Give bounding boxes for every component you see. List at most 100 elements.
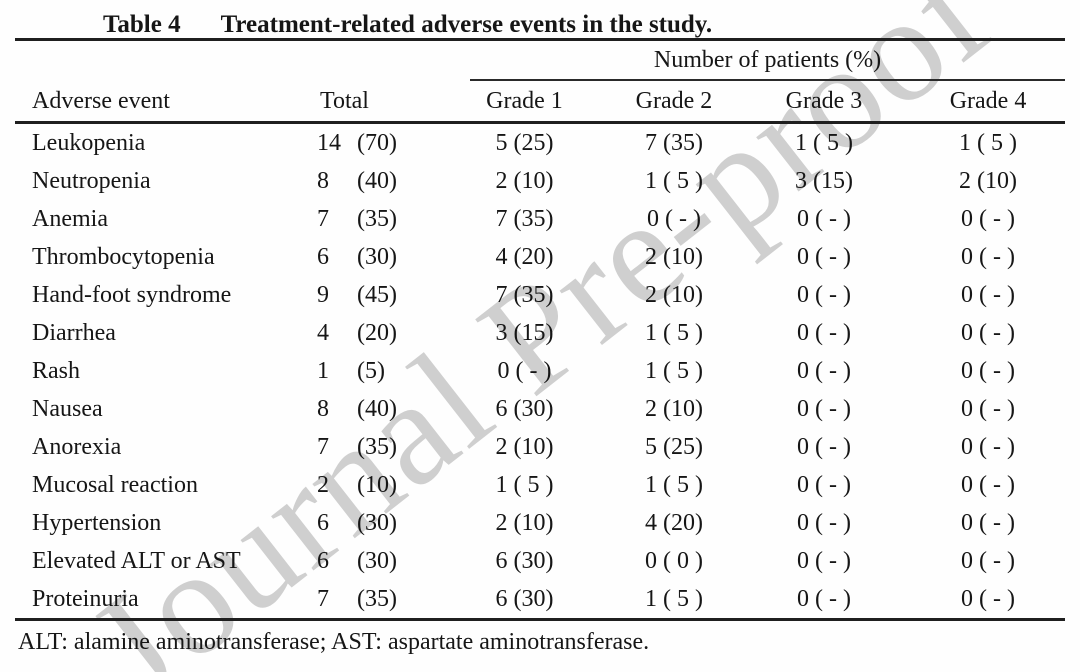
table-caption: Treatment-related adverse events in the … (220, 11, 713, 38)
cell-total: 2 (10) (303, 466, 438, 504)
total-count: 1 (317, 357, 329, 384)
cell-grade-2: 1 ( 5 ) (645, 471, 703, 498)
table-row: Anorexia 7 (35) 2 (10) 5 (25) 0 ( - ) 0 ( - ) (15, 428, 1065, 466)
cell-grade-4: 0 ( - ) (961, 433, 1015, 460)
cell-grade-1: 6 (30) (495, 547, 554, 574)
empty-header-cell (303, 38, 438, 81)
cell-grade-3: 0 ( - ) (797, 433, 851, 460)
cell-grade-3: 0 ( - ) (797, 281, 851, 308)
cell-grade-3: 0 ( - ) (797, 357, 851, 384)
cell-grade-2: 2 (10) (645, 243, 703, 270)
cell-total: 7 (35) (303, 200, 438, 238)
col-header-grade-4: Grade 4 (885, 81, 1066, 124)
total-count: 4 (317, 319, 329, 346)
cell-grade-3: 1 ( 5 ) (795, 129, 853, 156)
table-number: Table 4 (103, 11, 181, 38)
cell-grade-2: 7 (35) (645, 129, 703, 156)
table-row: Thrombocytopenia 6 (30) 4 (20) 2 (10) 0 ( - )… (15, 238, 1065, 276)
span-header-row: Number of patients (%) (15, 38, 1066, 81)
total-count: 7 (317, 585, 329, 612)
total-percent: (30) (357, 547, 397, 574)
cell-grade-3: 0 ( - ) (797, 395, 851, 422)
cell-total: 8 (40) (303, 162, 438, 200)
cell-adverse-event: Mucosal reaction (32, 471, 198, 498)
cell-grade-2: 1 ( 5 ) (645, 319, 703, 346)
total-percent: (35) (357, 205, 397, 232)
cell-adverse-event: Rash (32, 357, 80, 384)
cell-grade-3: 3 (15) (795, 167, 853, 194)
cell-grade-1: 6 (30) (495, 395, 554, 422)
cell-grade-4: 0 ( - ) (961, 509, 1015, 536)
total-percent: (5) (357, 357, 385, 384)
cell-adverse-event: Nausea (32, 395, 103, 422)
cell-grade-1: 1 ( 5 ) (495, 471, 554, 498)
cell-grade-4: 0 ( - ) (885, 580, 1066, 621)
cell-adverse-event: Anorexia (32, 433, 122, 460)
cell-grade-2: 5 (25) (645, 433, 703, 460)
cell-total: 7 (35) (303, 580, 438, 621)
table-row: Mucosal reaction 2 (10) 1 ( 5 ) 1 ( 5 ) 0 ( -… (15, 466, 1065, 504)
total-count: 8 (317, 167, 329, 194)
cell-grade-4: 0 ( - ) (961, 281, 1015, 308)
cell-grade-2: 0 ( - ) (647, 205, 701, 232)
total-count: 8 (317, 395, 329, 422)
cell-grade-1: 2 (10) (495, 167, 554, 194)
table-content: Table 4 Treatment-related adverse events … (15, 11, 1066, 655)
total-percent: (45) (357, 281, 397, 308)
cell-grade-4: 1 ( 5 ) (959, 129, 1017, 156)
cell-total: 14 (70) (303, 123, 438, 163)
table-row: Hypertension 6 (30) 2 (10) 4 (20) 0 ( - ) 0 ( … (15, 504, 1065, 542)
cell-grade-1: 0 ( - ) (497, 357, 552, 384)
cell-grade-2: 1 ( 5 ) (645, 167, 703, 194)
cell-grade-1: 4 (20) (495, 243, 554, 270)
col-header-grade-3: Grade 3 (737, 81, 885, 124)
table-row: Nausea 8 (40) 6 (30) 2 (10) 0 ( - ) 0 ( - ) (15, 390, 1065, 428)
cell-total: 9 (45) (303, 276, 438, 314)
table-footnote: ALT: alamine aminotransferase; AST: aspa… (18, 629, 650, 655)
cell-grade-4: 0 ( - ) (961, 319, 1015, 346)
total-percent: (20) (357, 319, 397, 346)
col-header-total: Total (303, 81, 438, 124)
cell-grade-4: 2 (10) (959, 167, 1017, 194)
table-header: Number of patients (%) Adverse event Tot… (15, 38, 1066, 124)
cell-grade-2: 4 (20) (645, 509, 703, 536)
cell-grade-4: 0 ( - ) (961, 357, 1015, 384)
cell-total: 6 (30) (303, 542, 438, 580)
total-percent: (70) (357, 129, 397, 156)
total-percent: (10) (357, 471, 397, 498)
cell-grade-2: 1 ( 5 ) (645, 357, 703, 384)
cell-total: 6 (30) (303, 504, 438, 542)
cell-adverse-event: Diarrhea (32, 319, 116, 346)
cell-adverse-event: Neutropenia (32, 167, 151, 194)
total-count: 6 (317, 509, 329, 536)
total-count: 14 (317, 129, 341, 156)
empty-header-cell (15, 38, 303, 81)
cell-adverse-event: Thrombocytopenia (32, 243, 215, 270)
table-row: Hand-foot syndrome 9 (45) 7 (35) 2 (10) 0 ( -… (15, 276, 1065, 314)
cell-grade-4: 0 ( - ) (961, 547, 1015, 574)
cell-grade-2: 1 ( 5 ) (585, 580, 737, 621)
total-count: 6 (317, 243, 329, 270)
cell-grade-1: 2 (10) (495, 433, 554, 460)
cell-adverse-event: Leukopenia (32, 129, 146, 156)
number-of-patients-header: Number of patients (%) (470, 41, 1066, 81)
adverse-events-table: Number of patients (%) Adverse event Tot… (15, 38, 1066, 621)
table-row: Diarrhea 4 (20) 3 (15) 1 ( 5 ) 0 ( - ) 0 ( - ) (15, 314, 1065, 352)
cell-grade-4: 0 ( - ) (961, 243, 1015, 270)
cell-grade-3: 0 ( - ) (797, 243, 851, 270)
total-count: 6 (317, 547, 329, 574)
number-of-patients-header-cell: Number of patients (%) (438, 38, 1066, 81)
cell-grade-1: 7 (35) (495, 281, 554, 308)
cell-grade-1: 3 (15) (495, 319, 554, 346)
table-body: Leukopenia 14 (70) 5 (25) 7 (35) 1 ( 5 ) 1 ( 5… (15, 123, 1066, 621)
cell-total: 1 (5) (303, 352, 438, 390)
cell-grade-4: 0 ( - ) (961, 205, 1015, 232)
total-count: 7 (317, 433, 329, 460)
cell-grade-1: 5 (25) (495, 129, 554, 156)
cell-grade-1: 7 (35) (495, 205, 554, 232)
table-row: Neutropenia 8 (40) 2 (10) 1 ( 5 ) 3 (15) 2 (10… (15, 162, 1065, 200)
cell-grade-2: 2 (10) (645, 395, 703, 422)
cell-grade-4: 0 ( - ) (961, 471, 1015, 498)
cell-adverse-event: Anemia (32, 205, 108, 232)
